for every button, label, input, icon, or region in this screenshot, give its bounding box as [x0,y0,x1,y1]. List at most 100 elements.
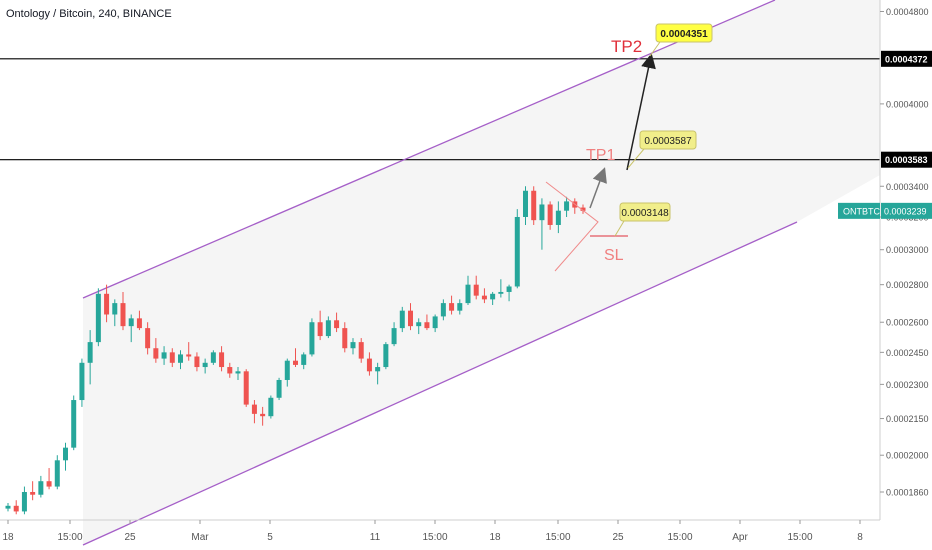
tp2-price-callout-text: 0.0004351 [660,29,708,40]
candle [375,362,381,385]
candle [5,503,11,512]
candle [276,377,282,401]
y-tick-label: 0.0004000 [886,99,929,109]
candle [457,299,463,315]
x-tick-label: 15:00 [545,532,570,543]
candle-body [284,360,290,380]
candle-body [490,293,496,300]
candle-body [375,367,381,372]
candle [260,406,266,426]
level-price-tag-bg [881,50,932,67]
tp2-price-callout: 0.0004351 [649,23,713,57]
current-price-tag: 0.0003239 [884,206,927,216]
candle [210,350,216,365]
tp2-price-callout-pointer [649,41,661,57]
candle [95,288,101,347]
candle [342,322,348,353]
candle-body [465,284,471,304]
candle [399,306,405,333]
candle-body [219,352,225,368]
candle [383,342,389,370]
candle-body [38,481,44,495]
candle-body [514,216,520,287]
tp2-price-callout-box [655,23,713,43]
candle-body [87,342,93,363]
candle [63,442,68,471]
candle-body [457,303,463,311]
tp1-label: TP1 [586,147,615,164]
candle-body [79,362,85,401]
channel-fill [83,0,880,545]
sl-label: SL [604,247,624,264]
x-tick-label: 15:00 [422,532,447,543]
candle [555,201,561,234]
candle-body [334,320,340,329]
candle-body [555,210,561,225]
candle [71,395,77,451]
candle-body [539,204,545,221]
candle-body [408,310,413,327]
x-tick-label: 5 [267,532,273,543]
candle-body [46,481,52,487]
candle-body [13,505,19,512]
candle [30,481,36,501]
symbol-tag-bg [838,202,880,219]
sl-price-callout-text: 0.0003148 [621,208,669,219]
triangle-pattern [545,181,599,272]
candle [473,275,479,300]
candle-body [202,362,208,368]
candle [366,352,372,376]
candle-body [301,354,307,365]
candle [539,198,545,250]
candle [334,312,340,333]
candle-body [309,322,315,355]
tp2-arrow [626,53,656,171]
candle [317,310,323,341]
channel-lower-line [82,221,798,546]
candle-body [120,303,126,327]
candle [325,316,331,339]
candle [449,295,455,315]
candle-body [276,379,282,398]
x-tick-label: 15:00 [57,532,82,543]
candle-body [449,303,455,311]
x-tick-label: 15:00 [667,532,692,543]
y-tick-label: 0.0002150 [886,414,929,424]
candle [408,303,413,331]
symbol-tag: ONTBTC [843,206,880,216]
candle-body [523,190,528,217]
candle [87,330,93,385]
candle [136,310,142,331]
candle [112,299,118,327]
candle-body [227,367,233,374]
candle [251,400,257,424]
candle-body [547,204,553,225]
channel-upper-line [82,0,776,299]
candle-body [432,316,438,329]
candle-body [210,352,216,363]
candle-body [178,354,183,363]
candle-body [63,447,68,461]
candle [432,314,438,333]
candle-body [153,348,159,359]
level-price-tag: 0.0003583 [885,155,928,165]
candle [490,291,496,305]
y-tick-label: 0.0004800 [886,7,929,17]
candle [161,346,167,365]
x-tick-label: 25 [612,532,624,543]
x-tick-label: 8 [857,532,863,543]
candle [202,358,208,374]
current-price-tag-bg [881,202,932,219]
candle [227,362,233,378]
candle-body [161,352,167,359]
y-tick-label: 0.0003000 [886,245,929,255]
x-tick-label: 25 [124,532,136,543]
x-tick-label: Apr [732,532,748,543]
candle [440,299,446,321]
y-axis-bg [880,0,932,550]
tp1-price-callout-box [639,130,697,150]
candle [128,314,134,343]
candle [514,209,520,289]
candle [465,275,471,305]
